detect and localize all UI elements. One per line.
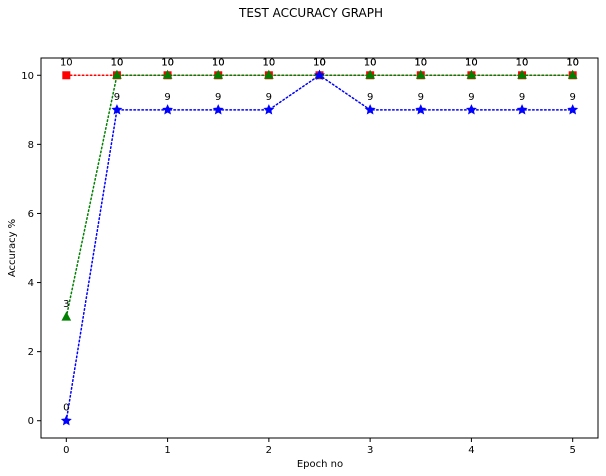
data-point-star [212,104,224,115]
data-point-star [111,104,123,115]
data-label: 10 [364,57,377,68]
y-tick-label: 2 [28,347,34,358]
data-point-triangle [415,69,426,79]
x-axis: 0 1 2 3 4 5 [63,438,576,456]
data-label: 10 [212,57,225,68]
data-point-triangle [567,69,578,79]
data-point-triangle [264,69,274,79]
data-label: 9 [519,92,525,103]
data-point-star [465,104,477,115]
data-label: 10 [516,57,529,68]
data-label: 9 [569,92,575,103]
data-point-triangle [61,311,72,321]
data-label: 10 [566,57,579,68]
data-label: 9 [266,92,272,103]
plot-area [40,57,599,439]
data-label: 10 [414,57,427,68]
data-point-star [314,69,325,80]
data-label: 9 [164,92,170,103]
y-tick-label: 8 [28,140,34,151]
data-label: 10 [465,57,478,68]
data-label: 10 [313,57,326,68]
data-point-star [60,414,72,426]
data-label: 10 [414,57,427,68]
data-label: 3 [63,299,69,310]
data-label: 9 [418,92,424,103]
y-axis: 0 2 4 6 8 10 [21,71,41,427]
series-line [65,74,574,422]
y-tick-label: 4 [28,278,34,289]
x-tick-label: 0 [63,445,69,456]
data-point-triangle [466,69,477,79]
x-axis-label: Epoch no [297,459,343,470]
data-point-triangle [213,69,224,79]
data-label: 9 [215,92,221,103]
data-point-triangle [162,69,173,79]
chart-title: TEST ACCURACY GRAPH [238,6,383,20]
series-group [61,69,578,321]
y-tick-label: 0 [28,416,34,427]
data-label: 10 [161,57,174,68]
y-tick-label: 10 [21,71,34,82]
data-label: 10 [364,57,377,68]
data-point-star [364,104,376,115]
data-point-star [415,104,427,115]
data-point-triangle [365,69,375,79]
x-tick-label: 2 [266,445,272,456]
data-point-star [567,104,579,115]
plot-frame [40,57,599,439]
data-label: 10 [212,57,225,68]
data-label: 9 [367,92,373,103]
data-label: 10 [465,57,478,68]
y-tick-label: 6 [28,209,34,220]
y-axis-label: Accuracy % [7,219,18,277]
data-label: 10 [566,57,579,68]
data-point-triangle [517,69,527,79]
x-tick-label: 4 [468,445,474,456]
series-layer [60,69,579,426]
data-label: 10 [313,57,326,68]
series-group [60,69,579,426]
data-label: 10 [111,57,124,68]
data-point-star [162,104,174,115]
data-point-star [263,104,275,115]
data-point-square [62,71,71,80]
data-label: 10 [60,57,73,68]
data-label: 10 [313,57,326,68]
data-label: 10 [516,57,529,68]
series-line [65,74,574,318]
data-label: 0 [63,403,69,414]
x-tick-label: 3 [367,445,373,456]
data-label: 10 [262,57,275,68]
x-tick-label: 5 [569,445,575,456]
x-tick-label: 1 [164,445,170,456]
data-point-triangle [112,69,122,79]
data-point-star [516,104,528,115]
data-label: 10 [262,57,275,68]
data-label: 9 [468,92,474,103]
data-label: 9 [114,92,120,103]
data-label: 10 [161,57,174,68]
data-label: 10 [111,57,124,68]
